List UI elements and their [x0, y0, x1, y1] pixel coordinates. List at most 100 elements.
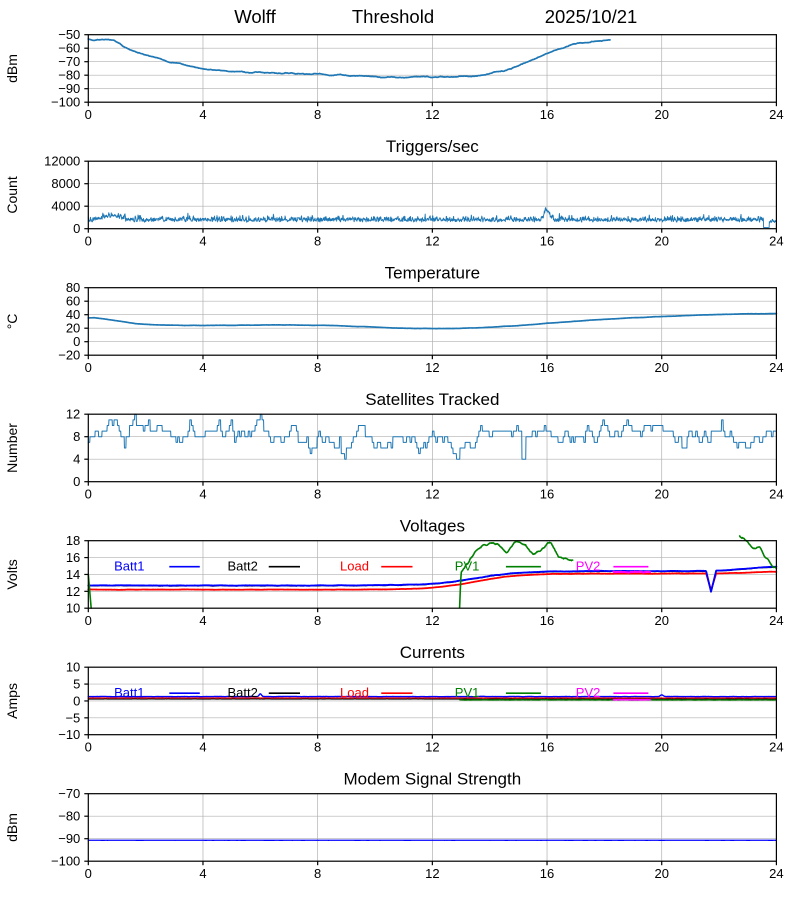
svg-text:4: 4	[199, 360, 206, 375]
svg-text:20: 20	[654, 487, 668, 502]
svg-text:°C: °C	[4, 314, 20, 330]
svg-text:16: 16	[540, 107, 554, 122]
svg-text:Modem Signal Strength: Modem Signal Strength	[344, 770, 522, 789]
svg-text:4: 4	[199, 107, 206, 122]
svg-text:Count: Count	[4, 176, 20, 213]
svg-text:16: 16	[540, 487, 554, 502]
svg-text:0: 0	[85, 360, 92, 375]
svg-text:−60: −60	[58, 41, 80, 56]
svg-text:−100: −100	[51, 854, 80, 869]
svg-text:8: 8	[314, 866, 321, 881]
svg-text:24: 24	[769, 107, 783, 122]
svg-text:20: 20	[654, 866, 668, 881]
svg-text:PV2: PV2	[576, 685, 601, 700]
svg-text:−90: −90	[58, 831, 80, 846]
svg-text:Volts: Volts	[4, 559, 20, 589]
svg-text:Batt2: Batt2	[228, 559, 258, 574]
svg-text:PV2: PV2	[576, 559, 601, 574]
svg-text:20: 20	[66, 321, 80, 336]
svg-text:16: 16	[540, 234, 554, 249]
svg-text:8: 8	[314, 107, 321, 122]
svg-text:16: 16	[540, 360, 554, 375]
svg-text:−80: −80	[58, 68, 80, 83]
svg-text:12: 12	[425, 107, 439, 122]
svg-text:4000: 4000	[51, 199, 80, 214]
svg-text:0: 0	[85, 487, 92, 502]
svg-text:0: 0	[85, 107, 92, 122]
svg-text:Batt1: Batt1	[114, 559, 144, 574]
svg-text:Batt2: Batt2	[228, 685, 258, 700]
svg-text:4: 4	[199, 234, 206, 249]
svg-text:Load: Load	[340, 559, 369, 574]
svg-text:2025/10/21: 2025/10/21	[545, 6, 638, 27]
svg-text:Triggers/sec: Triggers/sec	[386, 137, 479, 156]
svg-text:10: 10	[66, 601, 80, 616]
svg-text:PV1: PV1	[455, 685, 480, 700]
svg-text:14: 14	[66, 567, 80, 582]
svg-text:0: 0	[73, 474, 80, 489]
svg-text:−80: −80	[58, 809, 80, 824]
svg-text:−100: −100	[51, 95, 80, 110]
svg-text:5: 5	[73, 677, 80, 692]
svg-text:24: 24	[769, 866, 783, 881]
svg-text:24: 24	[769, 487, 783, 502]
svg-text:12: 12	[425, 740, 439, 755]
svg-text:8: 8	[314, 360, 321, 375]
svg-text:Satellites Tracked: Satellites Tracked	[365, 390, 499, 409]
svg-text:Temperature: Temperature	[385, 264, 480, 283]
svg-text:16: 16	[540, 740, 554, 755]
svg-text:8: 8	[314, 234, 321, 249]
svg-text:8: 8	[314, 740, 321, 755]
svg-text:12: 12	[66, 407, 80, 422]
svg-text:−10: −10	[58, 727, 80, 742]
svg-text:24: 24	[769, 360, 783, 375]
svg-text:−5: −5	[65, 710, 80, 725]
svg-text:80: 80	[66, 280, 80, 295]
svg-text:18: 18	[66, 533, 80, 548]
svg-text:0: 0	[73, 221, 80, 236]
svg-text:0: 0	[85, 866, 92, 881]
svg-text:12000: 12000	[44, 154, 80, 169]
svg-text:8: 8	[314, 487, 321, 502]
svg-text:Batt1: Batt1	[114, 685, 144, 700]
svg-text:−50: −50	[58, 27, 80, 42]
svg-text:0: 0	[85, 740, 92, 755]
svg-text:12: 12	[425, 487, 439, 502]
svg-text:0: 0	[85, 613, 92, 628]
svg-text:Currents: Currents	[400, 643, 465, 662]
svg-text:20: 20	[654, 740, 668, 755]
svg-text:40: 40	[66, 307, 80, 322]
svg-text:PV1: PV1	[455, 559, 480, 574]
svg-text:−90: −90	[58, 81, 80, 96]
svg-text:20: 20	[654, 234, 668, 249]
svg-text:8: 8	[314, 613, 321, 628]
svg-text:24: 24	[769, 740, 783, 755]
svg-text:−70: −70	[58, 786, 80, 801]
svg-text:4: 4	[73, 452, 80, 467]
svg-text:16: 16	[66, 550, 80, 565]
svg-text:16: 16	[540, 613, 554, 628]
svg-text:dBm: dBm	[4, 54, 20, 83]
svg-text:24: 24	[769, 613, 783, 628]
svg-text:12: 12	[425, 866, 439, 881]
svg-text:8: 8	[73, 429, 80, 444]
svg-text:20: 20	[654, 360, 668, 375]
svg-text:Wolff: Wolff	[234, 6, 276, 27]
svg-text:12: 12	[425, 613, 439, 628]
svg-text:4: 4	[199, 866, 206, 881]
svg-text:8000: 8000	[51, 176, 80, 191]
svg-text:16: 16	[540, 866, 554, 881]
svg-text:24: 24	[769, 234, 783, 249]
svg-text:Threshold: Threshold	[352, 6, 434, 27]
svg-text:0: 0	[85, 234, 92, 249]
svg-text:10: 10	[66, 660, 80, 675]
svg-text:Load: Load	[340, 685, 369, 700]
svg-text:4: 4	[199, 487, 206, 502]
svg-text:dBm: dBm	[4, 813, 20, 842]
svg-text:Amps: Amps	[4, 683, 20, 719]
svg-text:12: 12	[425, 360, 439, 375]
svg-text:−70: −70	[58, 54, 80, 69]
svg-text:0: 0	[73, 334, 80, 349]
svg-text:−20: −20	[58, 348, 80, 363]
svg-text:20: 20	[654, 107, 668, 122]
